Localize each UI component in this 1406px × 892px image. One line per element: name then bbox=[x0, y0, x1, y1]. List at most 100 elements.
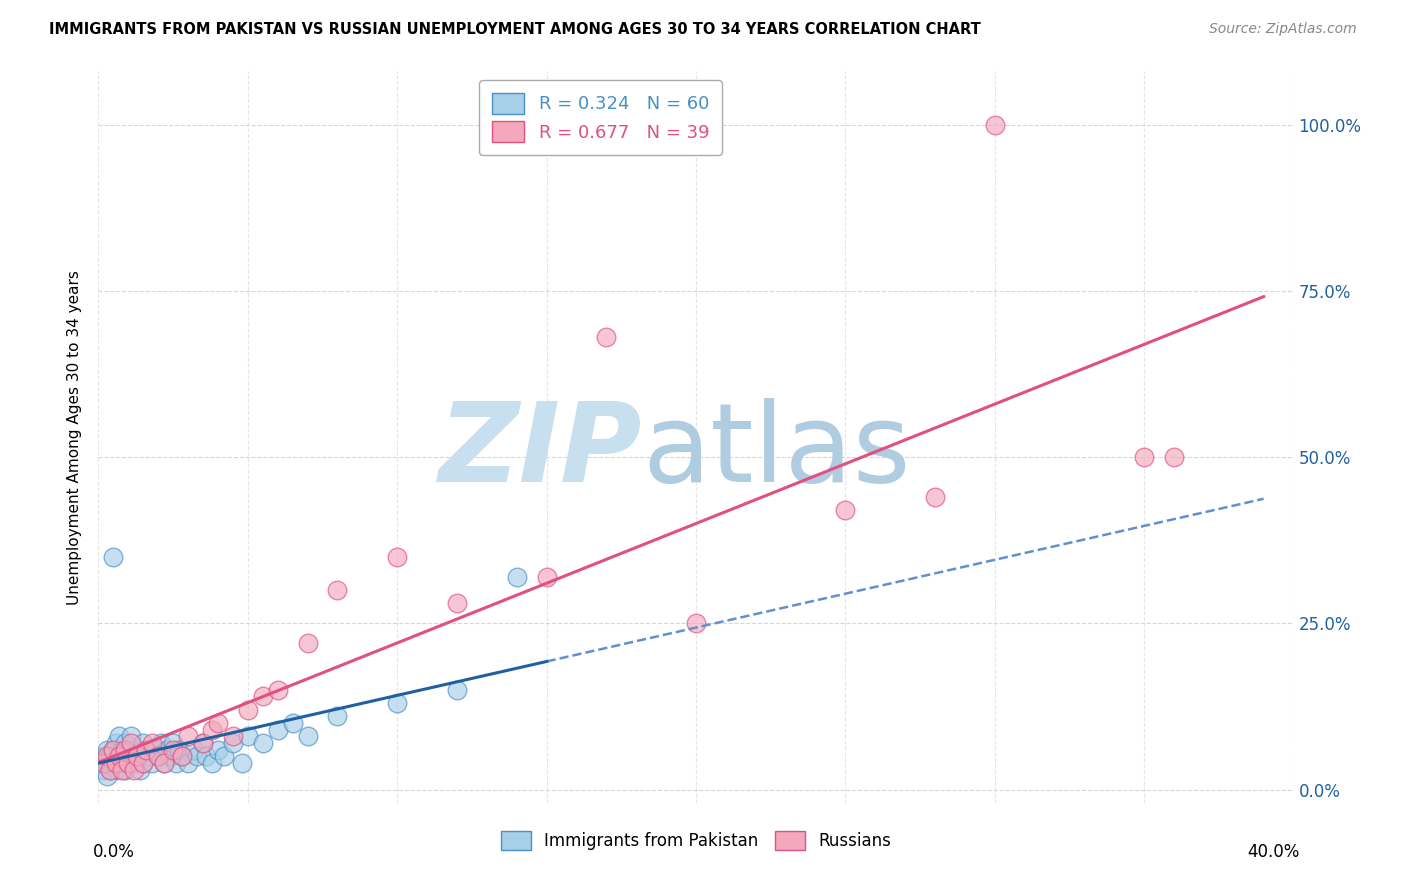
Point bbox=[141, 736, 163, 750]
Point bbox=[595, 330, 617, 344]
Point bbox=[114, 736, 136, 750]
Point bbox=[114, 742, 136, 756]
Point bbox=[108, 749, 131, 764]
Point bbox=[385, 549, 409, 564]
Point bbox=[236, 703, 259, 717]
Point bbox=[222, 729, 245, 743]
Text: atlas: atlas bbox=[643, 398, 911, 505]
Point bbox=[506, 570, 529, 584]
Point bbox=[98, 763, 122, 777]
Point bbox=[222, 736, 245, 750]
Point bbox=[105, 736, 128, 750]
Point bbox=[132, 736, 155, 750]
Point bbox=[111, 756, 134, 770]
Point bbox=[267, 682, 290, 697]
Y-axis label: Unemployment Among Ages 30 to 34 years: Unemployment Among Ages 30 to 34 years bbox=[67, 269, 83, 605]
Point bbox=[297, 636, 319, 650]
Point bbox=[103, 742, 125, 756]
Point bbox=[172, 749, 194, 764]
Point bbox=[231, 756, 253, 770]
Point bbox=[153, 756, 176, 770]
Point bbox=[1163, 450, 1185, 464]
Point bbox=[127, 749, 149, 764]
Point bbox=[236, 729, 259, 743]
Point bbox=[120, 729, 142, 743]
Point bbox=[177, 729, 200, 743]
Point bbox=[195, 749, 218, 764]
Point bbox=[93, 763, 115, 777]
Point bbox=[172, 749, 194, 764]
Point bbox=[135, 742, 157, 756]
Point bbox=[162, 742, 184, 756]
Point bbox=[297, 729, 319, 743]
Point bbox=[177, 756, 200, 770]
Point bbox=[129, 763, 152, 777]
Point bbox=[141, 756, 163, 770]
Point bbox=[143, 742, 166, 756]
Point bbox=[98, 749, 122, 764]
Point bbox=[201, 756, 224, 770]
Point bbox=[153, 756, 176, 770]
Point bbox=[834, 503, 856, 517]
Point bbox=[326, 582, 349, 597]
Point bbox=[103, 549, 125, 564]
Point bbox=[93, 756, 115, 770]
Point bbox=[984, 118, 1007, 132]
Point bbox=[148, 749, 170, 764]
Point bbox=[159, 749, 181, 764]
Point bbox=[167, 742, 190, 756]
Point bbox=[212, 749, 235, 764]
Point bbox=[105, 763, 128, 777]
Text: IMMIGRANTS FROM PAKISTAN VS RUSSIAN UNEMPLOYMENT AMONG AGES 30 TO 34 YEARS CORRE: IMMIGRANTS FROM PAKISTAN VS RUSSIAN UNEM… bbox=[49, 22, 981, 37]
Point bbox=[201, 723, 224, 737]
Point bbox=[90, 756, 112, 770]
Text: Source: ZipAtlas.com: Source: ZipAtlas.com bbox=[1209, 22, 1357, 37]
Point bbox=[111, 742, 134, 756]
Point bbox=[127, 749, 149, 764]
Point bbox=[148, 749, 170, 764]
Point bbox=[103, 756, 125, 770]
Text: ZIP: ZIP bbox=[439, 398, 643, 505]
Point bbox=[138, 749, 160, 764]
Point bbox=[156, 742, 179, 756]
Text: 0.0%: 0.0% bbox=[93, 843, 135, 861]
Point bbox=[252, 736, 274, 750]
Point bbox=[98, 763, 122, 777]
Point bbox=[186, 749, 208, 764]
Point bbox=[96, 769, 118, 783]
Point bbox=[114, 763, 136, 777]
Point bbox=[446, 596, 468, 610]
Point bbox=[117, 749, 139, 764]
Point bbox=[326, 709, 349, 723]
Point bbox=[1133, 450, 1156, 464]
Point bbox=[132, 756, 155, 770]
Point bbox=[96, 749, 118, 764]
Point bbox=[207, 742, 229, 756]
Text: 40.0%: 40.0% bbox=[1247, 843, 1299, 861]
Legend: Immigrants from Pakistan, Russians: Immigrants from Pakistan, Russians bbox=[491, 821, 901, 860]
Point bbox=[111, 763, 134, 777]
Point bbox=[117, 756, 139, 770]
Point bbox=[135, 742, 157, 756]
Point bbox=[103, 742, 125, 756]
Point bbox=[207, 716, 229, 731]
Point bbox=[685, 616, 707, 631]
Point bbox=[108, 749, 131, 764]
Point bbox=[385, 696, 409, 710]
Point bbox=[108, 729, 131, 743]
Point bbox=[96, 756, 118, 770]
Point bbox=[267, 723, 290, 737]
Point bbox=[124, 763, 146, 777]
Point bbox=[120, 742, 142, 756]
Point bbox=[93, 749, 115, 764]
Point bbox=[924, 490, 946, 504]
Point bbox=[124, 756, 146, 770]
Point bbox=[191, 736, 214, 750]
Point bbox=[105, 756, 128, 770]
Point bbox=[162, 736, 184, 750]
Point bbox=[183, 742, 205, 756]
Point bbox=[536, 570, 558, 584]
Point bbox=[117, 756, 139, 770]
Point bbox=[120, 736, 142, 750]
Point bbox=[446, 682, 468, 697]
